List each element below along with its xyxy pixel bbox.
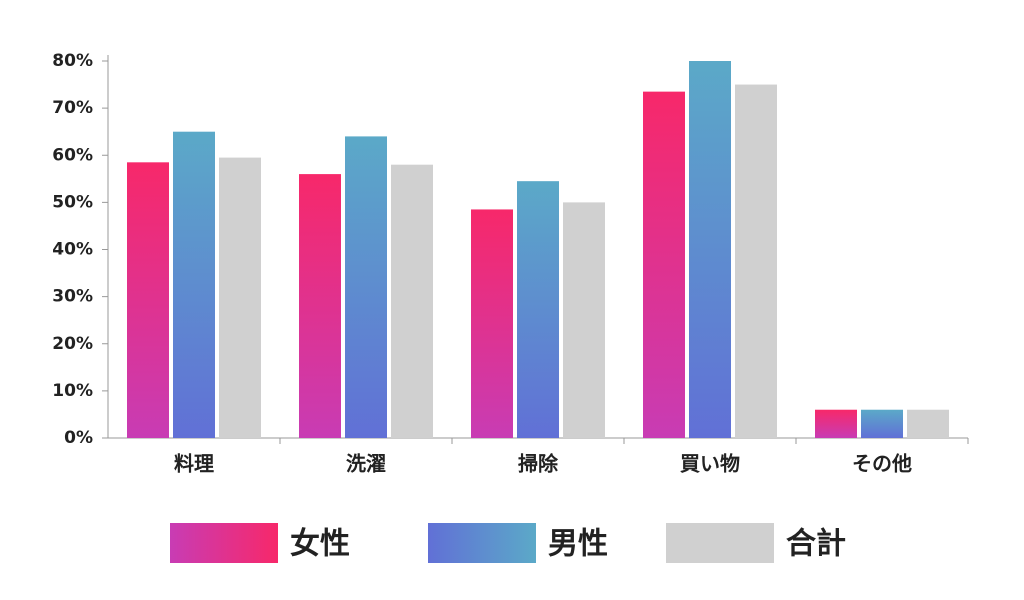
y-tick-label: 40% xyxy=(52,240,93,260)
legend-label: 女性 xyxy=(290,527,350,562)
bar xyxy=(563,202,605,438)
y-tick-label: 60% xyxy=(52,145,93,165)
y-tick-label: 0% xyxy=(64,428,93,448)
bar xyxy=(299,174,341,438)
legend-swatch xyxy=(428,523,536,563)
legend-swatch xyxy=(170,523,278,563)
y-tick-label: 20% xyxy=(52,334,93,354)
bar xyxy=(173,131,215,438)
x-tick-label: 買い物 xyxy=(680,452,740,476)
bar xyxy=(345,136,387,438)
bar xyxy=(517,181,559,438)
bar xyxy=(643,91,685,438)
bar xyxy=(689,61,731,438)
x-tick-label: 洗濯 xyxy=(346,452,386,476)
bar xyxy=(907,409,949,438)
bar xyxy=(391,164,433,439)
bar xyxy=(861,409,903,438)
bar xyxy=(735,84,777,438)
x-tick-label: その他 xyxy=(852,452,912,476)
legend-swatch xyxy=(666,523,774,563)
y-tick-label: 30% xyxy=(52,287,93,307)
x-tick-label: 料理 xyxy=(174,452,214,476)
y-tick-label: 50% xyxy=(52,192,93,212)
legend-label: 男性 xyxy=(548,527,608,562)
x-tick-label: 掃除 xyxy=(518,452,559,476)
bar xyxy=(471,209,513,438)
bar xyxy=(219,157,261,438)
y-tick-label: 70% xyxy=(52,98,93,118)
bar xyxy=(815,409,857,438)
legend-label: 合計 xyxy=(786,527,846,562)
y-tick-label: 10% xyxy=(52,381,93,401)
bar xyxy=(127,162,169,438)
y-tick-label: 80% xyxy=(52,51,93,71)
